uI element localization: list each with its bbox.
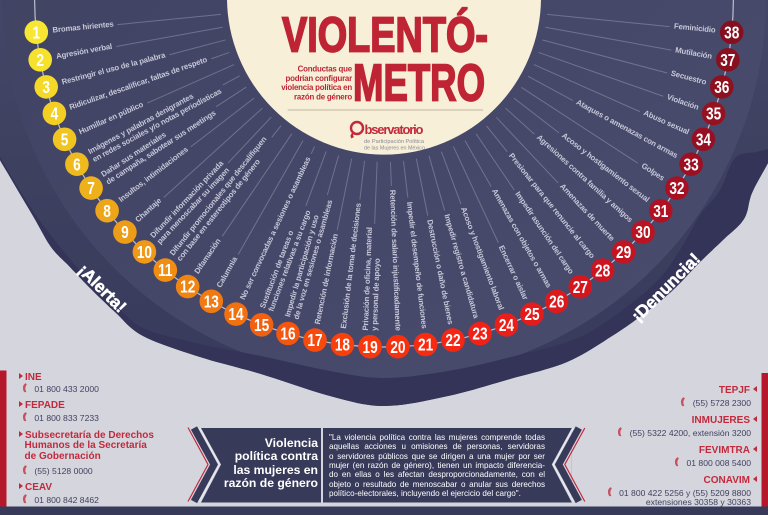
svg-text:2: 2 xyxy=(36,51,44,70)
svg-text:7: 7 xyxy=(87,180,95,199)
svg-text:8: 8 xyxy=(103,202,111,221)
svg-text:9: 9 xyxy=(121,224,129,243)
svg-text:14: 14 xyxy=(228,306,243,325)
svg-text:32: 32 xyxy=(669,180,684,199)
svg-text:19: 19 xyxy=(363,338,378,357)
svg-text:4: 4 xyxy=(51,105,59,124)
svg-text:17: 17 xyxy=(307,332,322,351)
svg-text:11: 11 xyxy=(158,262,173,281)
svg-text:6: 6 xyxy=(73,156,81,175)
svg-text:24: 24 xyxy=(499,317,514,336)
svg-text:22: 22 xyxy=(445,332,460,351)
svg-text:26: 26 xyxy=(549,293,564,312)
svg-text:35: 35 xyxy=(706,105,721,124)
svg-text:31: 31 xyxy=(653,202,668,221)
svg-text:podrían configurar: podrían configurar xyxy=(285,74,352,83)
svg-text:METRO: METRO xyxy=(353,55,485,113)
svg-text:13: 13 xyxy=(204,293,219,312)
svg-text:5: 5 xyxy=(61,131,69,150)
svg-text:33: 33 xyxy=(684,156,699,175)
svg-text:20: 20 xyxy=(390,338,405,357)
svg-text:de las Mujeres en México: de las Mujeres en México xyxy=(364,145,425,151)
svg-text:23: 23 xyxy=(472,325,487,344)
svg-text:3: 3 xyxy=(42,79,50,98)
svg-text:razón de género: razón de género xyxy=(294,92,352,101)
svg-text:27: 27 xyxy=(573,278,588,297)
svg-text:30: 30 xyxy=(635,224,650,243)
svg-text:25: 25 xyxy=(524,306,539,325)
svg-text:18: 18 xyxy=(335,336,350,355)
svg-text:28: 28 xyxy=(595,262,610,281)
svg-text:Conductas que: Conductas que xyxy=(298,65,353,74)
svg-text:1: 1 xyxy=(33,24,41,43)
svg-text:29: 29 xyxy=(616,244,631,263)
svg-text:21: 21 xyxy=(418,336,433,355)
svg-text:bservatorio: bservatorio xyxy=(365,122,424,137)
svg-text:10: 10 xyxy=(137,244,152,263)
svg-text:38: 38 xyxy=(724,24,739,43)
svg-text:34: 34 xyxy=(696,131,711,150)
svg-text:12: 12 xyxy=(180,278,195,297)
svg-text:VIOLENTÓ-: VIOLENTÓ- xyxy=(282,8,488,63)
svg-text:de Participación Política: de Participación Política xyxy=(364,139,425,145)
svg-text:16: 16 xyxy=(280,325,295,344)
svg-text:violencia política en: violencia política en xyxy=(281,83,352,92)
svg-text:37: 37 xyxy=(720,51,735,70)
svg-text:15: 15 xyxy=(254,316,269,335)
svg-text:36: 36 xyxy=(714,79,729,98)
